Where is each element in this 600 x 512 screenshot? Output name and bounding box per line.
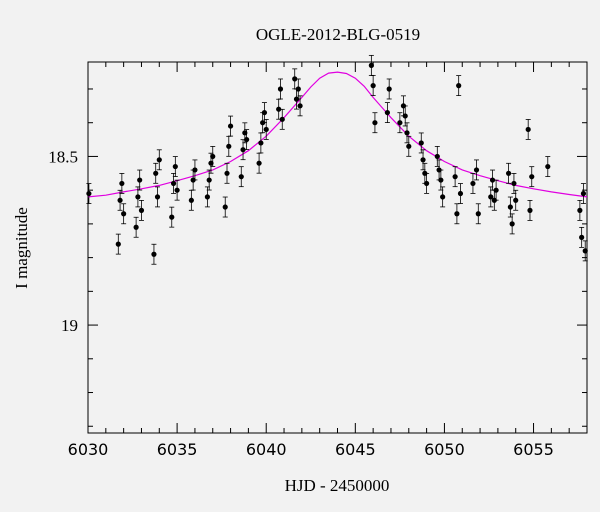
data-point bbox=[420, 157, 426, 163]
data-point bbox=[206, 177, 212, 183]
data-point bbox=[238, 174, 244, 180]
data-point bbox=[513, 197, 519, 203]
data-point bbox=[137, 177, 143, 183]
data-point bbox=[226, 143, 232, 149]
data-point bbox=[525, 126, 531, 133]
data-point bbox=[279, 116, 285, 122]
data-point bbox=[222, 204, 228, 210]
data-point bbox=[174, 187, 180, 193]
data-point bbox=[261, 109, 268, 116]
data-point bbox=[505, 170, 512, 176]
data-point bbox=[384, 109, 390, 116]
data-point bbox=[527, 207, 533, 213]
x-axis-label: HJD - 2450000 bbox=[285, 476, 390, 495]
data-point bbox=[121, 211, 127, 217]
chart-title: OGLE-2012-BLG-0519 bbox=[256, 25, 420, 44]
data-point bbox=[582, 248, 588, 254]
x-tick-label: 6035 bbox=[157, 440, 198, 459]
data-point bbox=[135, 194, 141, 200]
data-point bbox=[242, 130, 248, 136]
data-point bbox=[454, 211, 460, 217]
data-point bbox=[244, 136, 250, 143]
axis-tick-labels: 6030603560406045605060551818.519 bbox=[48, 147, 554, 459]
data-point bbox=[577, 207, 583, 213]
data-point bbox=[153, 170, 159, 176]
data-point bbox=[204, 194, 211, 200]
data-point bbox=[456, 83, 462, 89]
data-point bbox=[297, 103, 303, 109]
data-point bbox=[493, 187, 499, 193]
y-axis-label: I magnitude bbox=[12, 207, 31, 289]
data-point bbox=[156, 157, 162, 163]
x-tick-label: 6040 bbox=[246, 440, 287, 459]
data-point bbox=[151, 251, 157, 257]
x-tick-label: 6045 bbox=[335, 440, 376, 459]
data-point bbox=[386, 86, 392, 92]
data-point bbox=[276, 106, 282, 112]
data-point bbox=[292, 76, 298, 82]
data-point bbox=[507, 204, 513, 210]
data-point bbox=[86, 190, 92, 197]
data-point bbox=[424, 180, 430, 187]
data-point bbox=[370, 83, 376, 89]
data-point bbox=[488, 194, 494, 200]
data-point bbox=[434, 153, 440, 160]
data-point bbox=[210, 153, 216, 160]
data-point bbox=[545, 163, 551, 170]
data-point bbox=[240, 147, 246, 153]
data-point bbox=[192, 167, 198, 173]
data-point bbox=[475, 211, 481, 217]
data-point bbox=[115, 241, 121, 247]
data-point bbox=[509, 221, 515, 227]
plot-area: 6030603560406045605060551818.519 bbox=[48, 54, 588, 459]
data-point bbox=[470, 180, 476, 187]
data-point bbox=[154, 194, 161, 200]
data-point bbox=[580, 190, 587, 197]
data-point bbox=[263, 126, 269, 133]
x-tick-label: 6030 bbox=[68, 440, 109, 459]
data-point bbox=[117, 197, 123, 203]
data-point bbox=[256, 160, 262, 166]
data-point bbox=[188, 197, 194, 203]
data-point bbox=[295, 86, 301, 92]
data-point bbox=[402, 113, 408, 119]
data-point bbox=[489, 177, 496, 183]
data-points-layer bbox=[86, 54, 588, 265]
data-point bbox=[406, 143, 412, 149]
y-tick-label: 19 bbox=[61, 316, 78, 335]
data-point bbox=[277, 86, 284, 92]
data-point bbox=[529, 174, 535, 180]
data-point bbox=[170, 180, 177, 187]
y-tick-label: 18.5 bbox=[48, 147, 78, 166]
data-point bbox=[438, 177, 444, 183]
data-point bbox=[473, 167, 480, 173]
data-point bbox=[224, 170, 230, 176]
data-point bbox=[258, 140, 264, 146]
axis-ticks bbox=[87, 62, 588, 433]
data-point bbox=[440, 194, 446, 200]
data-point bbox=[169, 214, 175, 220]
data-point bbox=[138, 207, 145, 213]
data-point bbox=[119, 180, 125, 187]
data-point bbox=[457, 190, 464, 197]
data-point bbox=[368, 62, 374, 68]
data-point bbox=[452, 174, 458, 180]
data-point bbox=[372, 120, 378, 126]
x-tick-label: 6050 bbox=[424, 440, 465, 459]
data-point bbox=[133, 224, 139, 230]
data-point bbox=[227, 123, 234, 129]
data-point bbox=[172, 163, 178, 170]
data-point bbox=[418, 140, 424, 146]
x-tick-label: 6055 bbox=[513, 440, 554, 459]
data-point bbox=[511, 180, 517, 187]
data-point bbox=[397, 120, 403, 126]
data-point bbox=[404, 130, 410, 136]
data-point bbox=[208, 160, 214, 166]
data-point bbox=[579, 234, 585, 240]
